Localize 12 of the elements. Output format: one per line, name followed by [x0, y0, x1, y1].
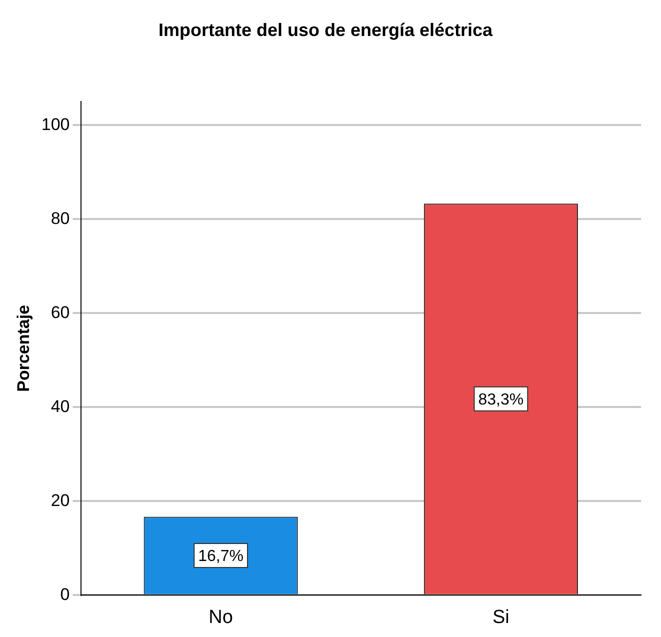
y-tick-label: 80 — [50, 208, 70, 228]
y-tick-label: 40 — [50, 396, 70, 416]
x-tick-label: No — [208, 606, 233, 628]
data-label: 16,7% — [198, 548, 244, 565]
y-tick-label: 20 — [50, 490, 70, 510]
y-tick-label: 60 — [50, 302, 70, 322]
y-tick-label: 100 — [41, 114, 70, 134]
y-tick-label: 0 — [60, 584, 70, 604]
data-label: 83,3% — [478, 391, 524, 408]
chart-title: Importante del uso de energía eléctrica — [158, 20, 494, 40]
y-axis-title: Porcentaje — [14, 304, 33, 392]
x-tick-label: Si — [492, 606, 510, 628]
